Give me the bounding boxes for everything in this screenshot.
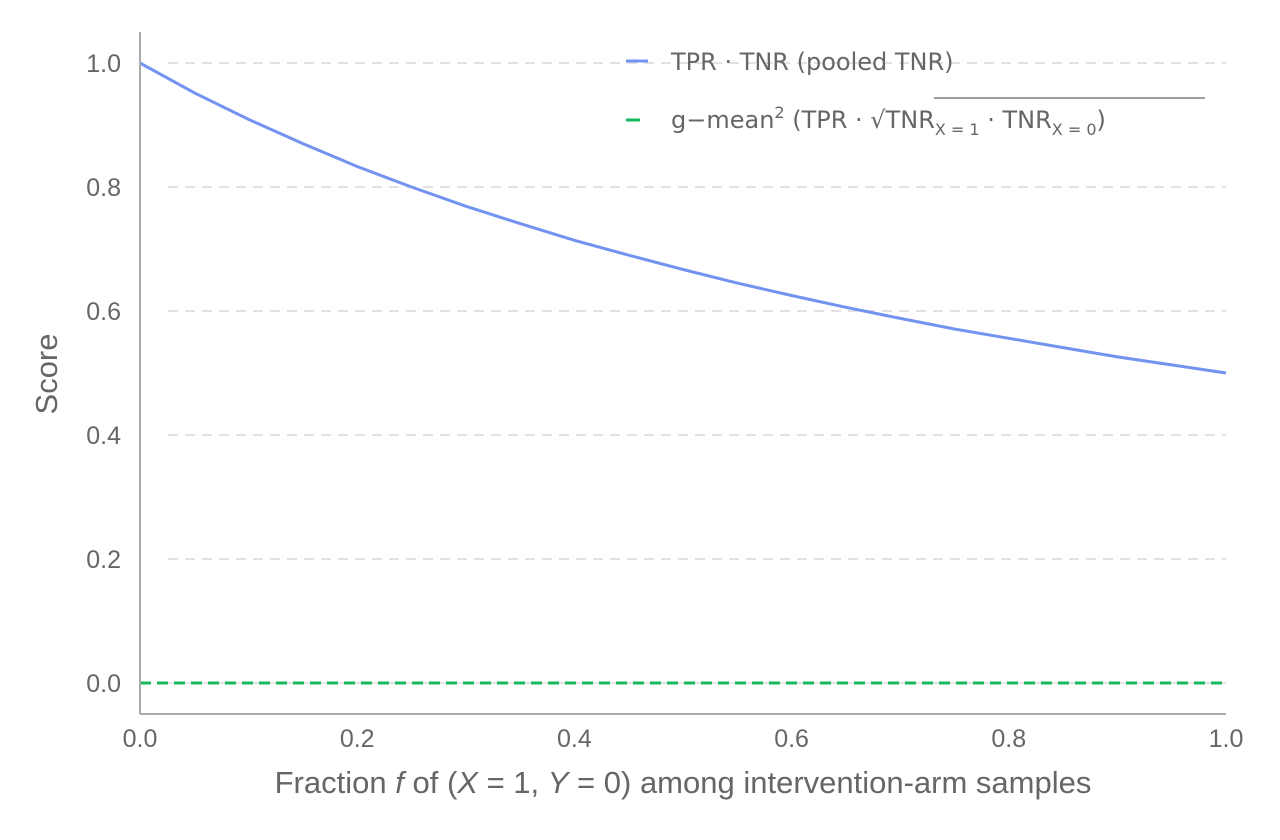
legend-label-gmean: g−mean2 (TPR · √TNRX = 1 · TNRX = 0) <box>671 103 1106 139</box>
legend: TPR · TNR (pooled TNR) g−mean2 (TPR · √T… <box>626 48 1205 139</box>
x-tick-label-5: 1.0 <box>1209 725 1244 753</box>
x-tick-label-4: 0.8 <box>991 725 1026 753</box>
x-axis-label-xvar: X <box>456 765 479 800</box>
x-tick-label-0: 0.0 <box>123 725 158 753</box>
y-tick-label-1: 0.2 <box>86 546 121 574</box>
y-axis-label: Score <box>29 334 64 415</box>
x-tick-label-2: 0.4 <box>557 725 592 753</box>
legend-tnr-a: TNR <box>885 106 935 134</box>
legend-gmean-open: (TPR · <box>785 106 871 134</box>
legend-sub-b: X = 0 <box>1052 120 1097 139</box>
x-axis-label-mid: of ( <box>404 765 458 800</box>
legend-label-pooled: TPR · TNR (pooled TNR) <box>670 48 954 76</box>
y-tick-label-5: 1.0 <box>86 50 121 78</box>
y-tick-labels: 0.0 0.2 0.4 0.6 0.8 1.0 <box>86 50 121 698</box>
y-tick-label-0: 0.0 <box>86 670 121 698</box>
x-axis-label-yvar: Y <box>548 765 571 800</box>
legend-gmean-text: g−mean <box>671 106 774 134</box>
x-axis-label-pre: Fraction <box>275 765 396 800</box>
legend-sqrt-symbol: √ <box>870 106 886 134</box>
legend-sub-a: X = 1 <box>935 120 980 139</box>
x-tick-label-1: 0.2 <box>340 725 375 753</box>
x-axis-label-eq1: = 1, <box>478 765 548 800</box>
x-tick-label-3: 0.6 <box>774 725 809 753</box>
legend-dot: · <box>980 106 1003 134</box>
legend-close: ) <box>1097 106 1106 134</box>
y-tick-label-3: 0.6 <box>86 298 121 326</box>
x-tick-labels: 0.0 0.2 0.4 0.6 0.8 1.0 <box>123 725 1244 753</box>
grid-lines <box>168 62 1226 684</box>
series-line-0 <box>139 61 1227 375</box>
x-axis-label-eq2: = 0) among intervention-arm samples <box>568 765 1091 800</box>
axes <box>139 32 1226 715</box>
y-tick-label-4: 0.8 <box>86 174 121 202</box>
legend-gmean-sup: 2 <box>774 103 784 122</box>
x-axis-label: Fraction f of (X = 1, Y = 0) among inter… <box>275 765 1092 800</box>
legend-tnr-b: TNR <box>1001 106 1051 134</box>
y-tick-label-2: 0.4 <box>86 422 121 450</box>
series-lines <box>139 61 1227 685</box>
